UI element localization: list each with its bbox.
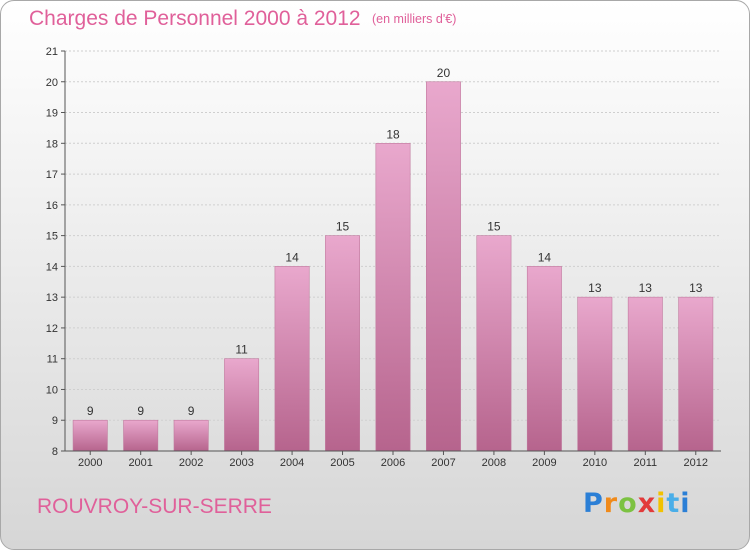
y-tick-label: 16 [46,200,58,212]
bar-2001[interactable] [123,419,159,452]
x-tick-label: 2007 [431,457,455,469]
x-tick-label: 2006 [381,457,405,469]
bar-2010[interactable] [577,296,613,452]
x-tick-label: 2002 [179,457,203,469]
bar-value-label: 9 [137,404,144,418]
x-tick-label: 2005 [330,457,354,469]
bar-2000[interactable] [72,419,108,452]
y-tick-label: 9 [52,415,58,427]
logo-letter: i [656,488,667,519]
x-tick-label: 2010 [583,457,607,469]
bar-2011[interactable] [627,296,663,452]
y-tick-label: 19 [46,108,58,120]
bar-value-label: 15 [336,220,350,234]
bar-value-label: 9 [87,404,94,418]
bar-value-label: 20 [437,66,451,80]
bar-2007[interactable] [426,81,461,452]
logo-letter: i [680,488,691,519]
bar-2006[interactable] [375,143,411,452]
x-tick-label: 2011 [633,457,657,469]
x-tick-label: 2001 [128,457,152,469]
bars: 9 9 9 11 14 15 18 20 15 14 13 13 13 [72,66,714,452]
y-tick-label: 18 [46,138,58,150]
y-tick-label: 10 [46,384,58,396]
x-tick-label: 2000 [78,457,102,469]
logo-letter: x [637,488,657,519]
logo-letter: P [583,488,604,519]
logo-letter: r [603,488,619,519]
bar-2003[interactable] [224,358,260,452]
x-tick-label: 2004 [280,457,304,469]
y-tick-label: 12 [46,323,58,335]
x-tick-label: 2003 [229,457,253,469]
y-tick-label: 15 [46,231,58,243]
x-tick-label: 2008 [482,457,506,469]
y-tick-label: 14 [46,261,58,273]
chart-title: Charges de Personnel 2000 à 2012 [29,7,361,30]
bar-2005[interactable] [325,235,360,452]
chart-subtitle: (en milliers d'€) [372,12,457,26]
x-tick-label: 2009 [532,457,556,469]
logo-letter: t [666,488,681,519]
bar-value-label: 11 [235,343,248,357]
y-tick-label: 13 [46,292,58,304]
bar-value-label: 14 [285,250,299,264]
bar-value-label: 13 [588,281,602,295]
y-tick-label: 20 [46,77,58,89]
bar-2009[interactable] [526,266,562,452]
bar-value-label: 13 [689,281,703,295]
x-tick-label: 2012 [684,457,708,469]
proxiti-logo[interactable]: Proxiti [583,488,691,519]
y-tick-label: 21 [46,46,58,58]
bar-2002[interactable] [173,419,209,452]
y-tick-label: 8 [52,446,58,458]
bar-value-label: 18 [386,127,400,141]
bar-value-label: 9 [188,404,195,418]
y-tick-label: 17 [46,169,58,181]
logo-letter: o [618,488,638,519]
bar-2004[interactable] [274,266,310,452]
bar-value-label: 13 [639,281,653,295]
axes: 8 9 10 11 12 13 14 15 16 17 18 19 20 21 2000 2001 2002 20… [46,46,721,469]
bar-2012[interactable] [678,296,714,452]
bar-value-label: 15 [487,220,501,234]
commune-name: ROUVROY-SUR-SERRE [37,495,272,518]
bar-value-label: 14 [538,250,552,264]
bar-2008[interactable] [476,235,512,452]
y-tick-label: 11 [47,354,58,366]
